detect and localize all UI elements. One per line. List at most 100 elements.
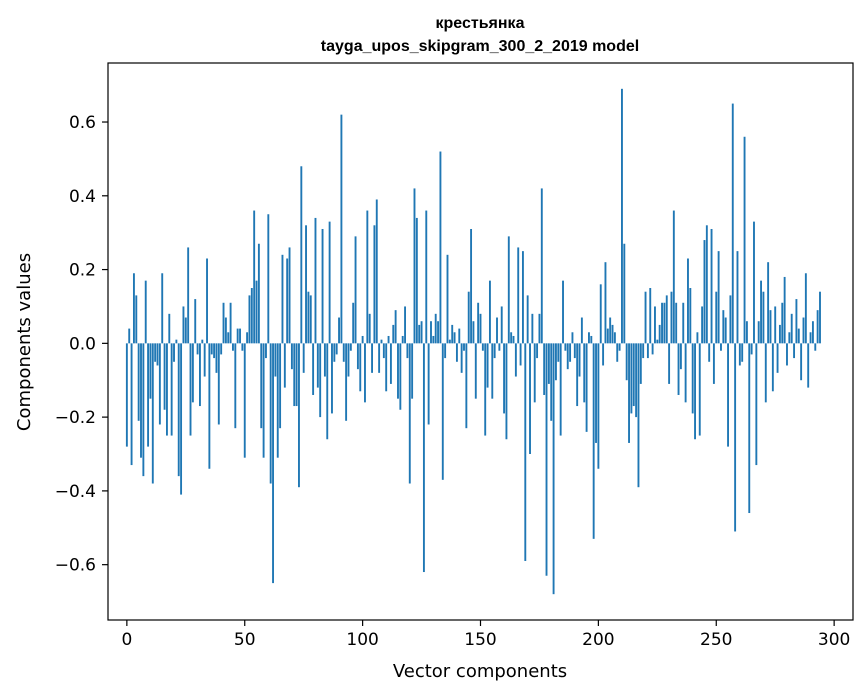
bar-component-252: [720, 343, 722, 351]
bar-component-65: [279, 343, 282, 429]
bar-component-89: [335, 343, 338, 355]
bar-component-209: [618, 343, 621, 351]
bar-component-157: [496, 317, 498, 344]
bar-component-85: [326, 343, 329, 440]
x-axis-label: Vector components: [393, 661, 567, 682]
bar-component-245: [703, 240, 706, 344]
bar-component-92: [342, 343, 345, 362]
bar-component-234: [677, 343, 680, 395]
bar-component-148: [474, 343, 477, 399]
bar-component-39: [217, 343, 220, 425]
bar-component-159: [500, 306, 503, 344]
bar-component-227: [661, 302, 663, 344]
bar-component-280: [786, 343, 788, 366]
bar-component-122: [413, 188, 416, 344]
bar-component-49: [241, 343, 244, 351]
bar-component-202: [602, 343, 605, 366]
bar-component-233: [675, 302, 678, 344]
bar-component-175: [538, 313, 541, 344]
bar-component-231: [670, 291, 673, 344]
bar-component-286: [800, 343, 803, 381]
bar-component-167: [519, 343, 522, 366]
bar-component-119: [406, 343, 409, 359]
bar-component-140: [455, 343, 458, 362]
bar-component-6: [140, 343, 142, 458]
bar-component-64: [276, 343, 279, 458]
bar-component-19: [170, 343, 173, 436]
bar-component-247: [708, 343, 711, 362]
bar-component-278: [781, 302, 784, 344]
bar-component-109: [382, 343, 385, 359]
bar-component-121: [411, 343, 414, 399]
bar-component-178: [545, 343, 548, 576]
bar-component-248: [710, 228, 713, 344]
bar-component-149: [477, 302, 480, 344]
bar-component-290: [809, 332, 812, 344]
bar-component-87: [331, 343, 333, 414]
bar-component-206: [611, 324, 614, 344]
bar-component-142: [460, 343, 463, 373]
bar-component-266: [753, 221, 755, 344]
bar-component-24: [182, 306, 185, 344]
x-tick-label: 50: [234, 630, 256, 650]
bar-component-67: [283, 343, 286, 388]
bar-component-151: [481, 343, 484, 351]
bar-component-172: [531, 313, 534, 344]
bar-component-215: [632, 343, 635, 407]
bar-component-288: [804, 273, 807, 344]
bar-component-189: [571, 332, 574, 344]
bar-component-251: [717, 251, 720, 344]
bar-component-5: [137, 343, 140, 421]
bar-component-135: [444, 343, 447, 359]
bar-component-112: [389, 343, 392, 384]
bar-component-83: [321, 228, 324, 344]
bar-component-152: [484, 343, 487, 436]
bar-component-84: [323, 343, 326, 377]
bar-component-90: [338, 317, 340, 344]
bar-component-38: [215, 343, 218, 373]
bar-component-100: [361, 335, 364, 344]
bar-component-165: [514, 343, 517, 377]
bar-component-123: [415, 217, 418, 344]
bar-component-268: [757, 321, 760, 344]
bar-component-146: [470, 228, 473, 344]
bar-component-81: [316, 343, 319, 388]
bar-component-33: [203, 343, 206, 377]
bar-component-195: [585, 343, 588, 432]
bar-component-126: [422, 343, 425, 573]
bar-component-132: [437, 321, 440, 344]
bar-component-57: [260, 343, 263, 429]
y-tick-label: 0.4: [69, 187, 96, 207]
bar-component-18: [168, 313, 171, 344]
bar-component-219: [642, 343, 645, 359]
bar-component-208: [616, 343, 619, 362]
bar-component-272: [767, 262, 770, 344]
bar-component-232: [672, 210, 675, 344]
bar-component-48: [239, 328, 241, 344]
bar-component-275: [774, 306, 777, 344]
bar-component-158: [498, 343, 501, 351]
bar-component-253: [722, 310, 725, 344]
bar-component-184: [559, 343, 562, 436]
bar-component-111: [387, 335, 390, 344]
bar-component-78: [309, 295, 312, 344]
bar-component-118: [404, 306, 406, 344]
bar-component-179: [547, 343, 550, 384]
bar-component-169: [524, 343, 527, 561]
bar-component-116: [399, 343, 402, 410]
bar-component-27: [189, 343, 192, 436]
bar-component-129: [430, 321, 432, 344]
bar-component-276: [776, 343, 779, 373]
bar-component-267: [755, 343, 758, 466]
bar-component-36: [210, 343, 213, 355]
bar-component-185: [562, 280, 564, 344]
bar-component-42: [224, 317, 227, 344]
bar-component-213: [628, 343, 630, 443]
bar-component-106: [375, 199, 378, 344]
bar-component-137: [448, 339, 451, 344]
bar-component-186: [564, 343, 567, 351]
bar-component-176: [540, 188, 543, 344]
bar-component-255: [727, 343, 729, 447]
bar-component-274: [771, 343, 774, 392]
